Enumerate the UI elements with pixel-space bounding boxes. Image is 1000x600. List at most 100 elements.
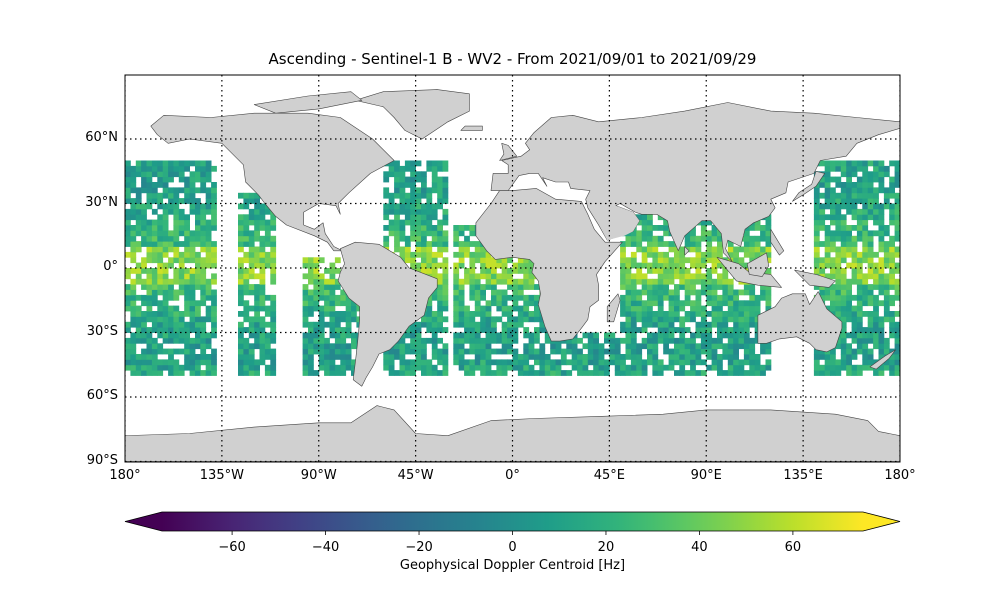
data-cell [238, 192, 244, 199]
data-cell [711, 278, 718, 285]
data-cell [647, 332, 653, 339]
data-cell [496, 273, 503, 280]
data-cell [453, 225, 460, 231]
data-cell [717, 321, 723, 328]
data-cell [437, 251, 443, 258]
data-cell [873, 311, 879, 317]
data-cell [733, 294, 739, 301]
data-cell [491, 257, 497, 264]
data-cell [211, 300, 217, 307]
data-cell [211, 182, 217, 188]
data-cell [469, 316, 476, 323]
data-cell [302, 321, 309, 328]
data-cell [200, 230, 207, 237]
data-cell [636, 289, 643, 296]
data-cell [593, 364, 599, 371]
data-cell [200, 171, 207, 178]
data-cell [302, 257, 309, 264]
data-cell [889, 160, 895, 167]
data-cell [469, 359, 476, 366]
data-cell [738, 364, 745, 371]
data-cell [302, 332, 309, 339]
data-cell [415, 359, 422, 366]
data-cell [329, 262, 336, 269]
data-cell [706, 251, 713, 258]
data-cell [243, 289, 250, 296]
data-cell [835, 268, 842, 274]
data-cell [474, 241, 481, 247]
data-cell [464, 273, 470, 280]
data-cell [146, 235, 153, 242]
data-cell [168, 294, 174, 301]
data-cell [453, 337, 460, 344]
data-cell [813, 284, 820, 290]
data-cell [663, 219, 669, 226]
data-cell [501, 359, 508, 366]
data-cell [856, 327, 863, 333]
data-cell [722, 311, 729, 317]
data-cell [345, 316, 352, 323]
data-cell [184, 311, 190, 317]
data-cell [345, 300, 352, 307]
data-cell [706, 343, 713, 350]
data-cell [663, 337, 669, 344]
data-cell [431, 182, 438, 188]
data-cell [641, 311, 648, 317]
data-cell [496, 370, 503, 376]
data-cell [404, 165, 411, 172]
data-cell [189, 235, 196, 242]
data-cell [566, 337, 573, 344]
data-cell [426, 241, 433, 247]
data-cell [238, 359, 244, 366]
data-cell [248, 198, 255, 204]
data-cell [889, 176, 895, 183]
data-cell [458, 364, 465, 371]
data-cell [178, 348, 185, 355]
data-cell [442, 219, 449, 226]
data-cell [324, 348, 330, 355]
data-cell [200, 262, 207, 269]
data-cell [830, 187, 836, 194]
data-cell [254, 327, 260, 333]
data-cell [426, 160, 433, 167]
data-cell [437, 370, 443, 376]
data-cell [340, 294, 347, 301]
data-cell [889, 300, 895, 307]
data-cell [345, 332, 352, 339]
data-cell [474, 321, 481, 328]
data-cell [889, 241, 895, 247]
data-cell [840, 305, 847, 312]
data-cell [496, 289, 503, 296]
data-cell [485, 262, 492, 269]
data-cell [421, 176, 427, 183]
data-cell [835, 251, 842, 258]
data-cell [835, 284, 842, 290]
data-cell [141, 321, 147, 328]
data-cell [189, 246, 196, 253]
data-cell [184, 359, 190, 366]
data-cell [205, 165, 212, 172]
data-cell [421, 203, 427, 210]
data-cell [496, 337, 503, 344]
colorbar-tick-label: 0 [508, 540, 517, 555]
data-cell [851, 332, 858, 339]
data-cell [254, 235, 260, 242]
data-cell [856, 278, 863, 285]
data-cell [308, 294, 314, 301]
data-cell [388, 370, 395, 376]
data-cell [695, 311, 702, 317]
data-cell [356, 316, 363, 323]
data-cell [211, 203, 217, 210]
data-cell [313, 343, 320, 350]
data-cell [469, 278, 476, 285]
data-cell [437, 284, 443, 290]
data-cell [717, 343, 723, 350]
data-cell [168, 230, 174, 237]
data-cell [146, 165, 153, 172]
data-cell [738, 332, 745, 339]
data-cell [830, 176, 836, 183]
data-cell [684, 311, 691, 317]
data-cell [749, 257, 756, 264]
data-cell [259, 257, 266, 264]
data-cell [125, 337, 131, 344]
